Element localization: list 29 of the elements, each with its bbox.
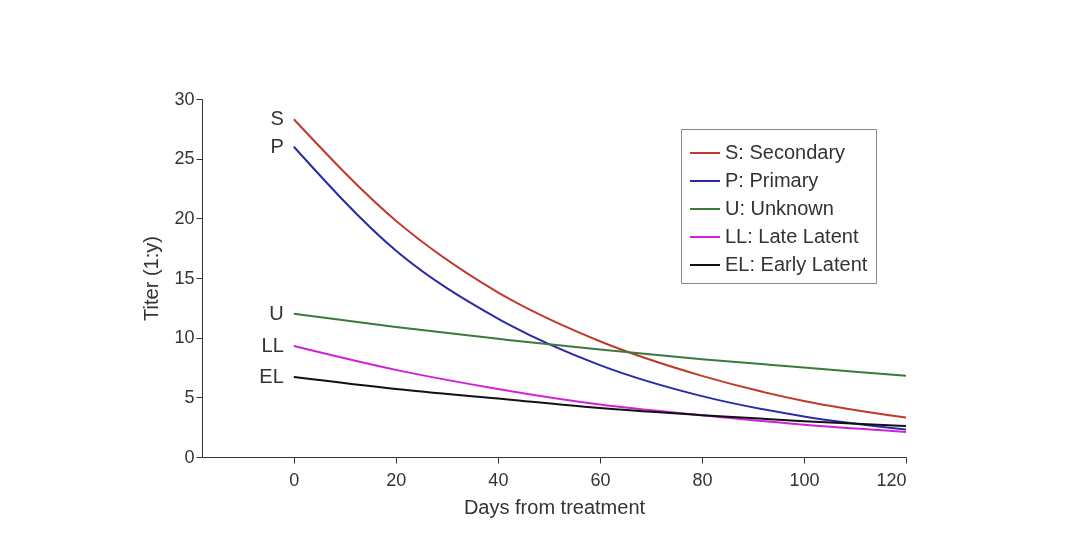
x-tick-label: 100 <box>789 469 820 490</box>
y-axis-title: Titer (1:y) <box>140 236 163 321</box>
y-tick-label: 0 <box>184 446 195 467</box>
y-tick-label: 5 <box>184 386 195 407</box>
y-tick-label: 25 <box>174 148 195 169</box>
x-tick-label: 120 <box>876 469 907 490</box>
y-tick-label: 30 <box>174 88 195 109</box>
line-series <box>292 376 906 427</box>
x-tick-label: 80 <box>692 469 713 490</box>
x-tick-label: 0 <box>289 469 300 490</box>
annotation: LL <box>261 334 284 357</box>
line-series <box>292 345 906 433</box>
annotation: EL <box>259 365 284 388</box>
x-tick-label: 60 <box>590 469 611 490</box>
legend-label: EL: Early Latent <box>725 253 868 275</box>
legend-label: U: Unknown <box>725 197 834 219</box>
y-tick-label: 10 <box>174 327 195 348</box>
annotation: U <box>269 301 284 324</box>
legend-label: S: Secondary <box>725 141 846 163</box>
x-tick-label: 40 <box>488 469 509 490</box>
y-tick-label: 20 <box>174 207 195 228</box>
y-tick-label: 15 <box>174 267 195 288</box>
x-axis-title: Days from treatment <box>463 495 646 518</box>
annotation: S <box>270 107 284 130</box>
annotation: P <box>270 134 284 157</box>
legend-label: LL: Late Latent <box>725 225 859 247</box>
legend-label: P: Primary <box>725 169 819 191</box>
line-series <box>292 312 906 377</box>
x-tick-label: 20 <box>386 469 407 490</box>
